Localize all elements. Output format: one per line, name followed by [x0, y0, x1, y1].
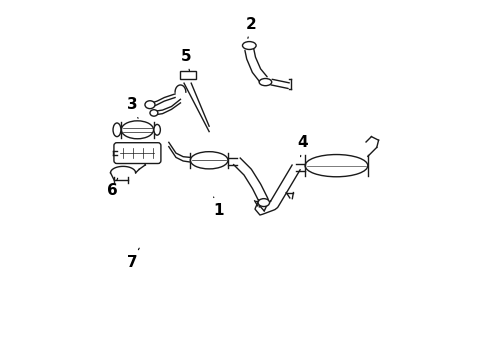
Text: 1: 1 [213, 197, 223, 218]
Text: 7: 7 [127, 248, 139, 270]
Ellipse shape [258, 199, 270, 207]
Ellipse shape [150, 110, 158, 116]
Text: 5: 5 [180, 49, 191, 71]
Ellipse shape [154, 125, 160, 135]
Text: 2: 2 [246, 17, 257, 39]
Ellipse shape [190, 152, 228, 169]
Bar [180, 71, 196, 79]
Ellipse shape [145, 101, 155, 109]
Ellipse shape [113, 123, 121, 136]
Ellipse shape [305, 154, 368, 177]
Text: 6: 6 [107, 178, 118, 198]
Ellipse shape [243, 41, 256, 49]
Ellipse shape [122, 121, 153, 139]
FancyBboxPatch shape [114, 143, 161, 163]
Text: 4: 4 [297, 135, 308, 157]
Ellipse shape [259, 78, 272, 86]
Text: 3: 3 [127, 97, 138, 118]
